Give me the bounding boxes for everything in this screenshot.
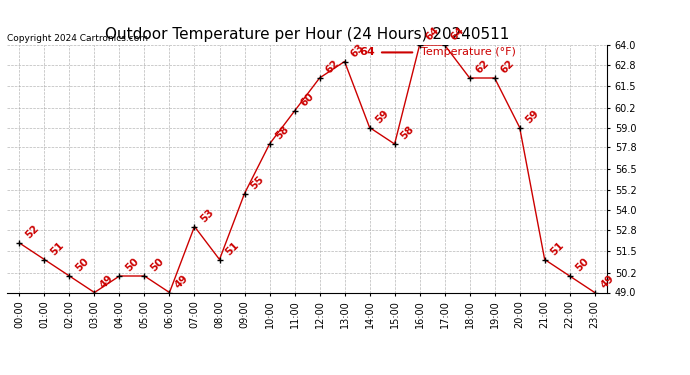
- Text: 55: 55: [248, 174, 266, 191]
- Text: 50: 50: [124, 256, 141, 273]
- Text: 53: 53: [198, 207, 215, 224]
- Text: 62: 62: [473, 58, 491, 75]
- Text: 50: 50: [573, 256, 591, 273]
- Text: 64: 64: [359, 47, 375, 57]
- Text: 58: 58: [273, 124, 290, 141]
- Text: 51: 51: [224, 240, 241, 257]
- Text: 50: 50: [73, 256, 90, 273]
- Text: 58: 58: [398, 124, 415, 141]
- Text: Temperature (°F): Temperature (°F): [421, 47, 516, 57]
- Text: Copyright 2024 Cartronics.com: Copyright 2024 Cartronics.com: [7, 34, 148, 43]
- Text: 49: 49: [98, 273, 115, 290]
- Text: 59: 59: [524, 108, 541, 125]
- Text: 49: 49: [598, 273, 615, 290]
- Title: Outdoor Temperature per Hour (24 Hours) 20240511: Outdoor Temperature per Hour (24 Hours) …: [105, 27, 509, 42]
- Text: 50: 50: [148, 256, 166, 273]
- Text: 64: 64: [448, 25, 466, 42]
- Text: 63: 63: [348, 42, 366, 59]
- Text: 64: 64: [424, 25, 441, 42]
- Text: 59: 59: [373, 108, 391, 125]
- Text: 52: 52: [23, 223, 41, 240]
- Text: 49: 49: [173, 273, 190, 290]
- Text: 62: 62: [498, 58, 515, 75]
- Text: 60: 60: [298, 91, 315, 108]
- Text: 62: 62: [324, 58, 341, 75]
- Text: 51: 51: [48, 240, 66, 257]
- Text: 51: 51: [549, 240, 566, 257]
